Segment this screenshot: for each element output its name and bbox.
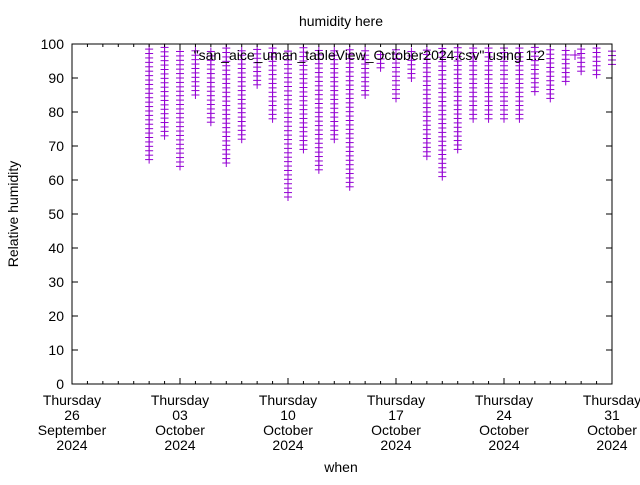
x-tick-label-line: 2024	[596, 437, 627, 453]
x-tick-label-line: 2024	[488, 437, 519, 453]
x-tick-label-line: 2024	[272, 437, 303, 453]
data-point	[345, 45, 354, 54]
x-tick-label-line: Thursday	[259, 392, 317, 408]
x-tick-label-line: 17	[388, 407, 404, 423]
y-axis-label: Relative humidity	[5, 161, 21, 268]
x-tick-label: Thursday 03 October 2024	[151, 392, 209, 453]
plot-border	[71, 43, 613, 385]
x-tick-label-line: Thursday	[583, 392, 640, 408]
x-axis-label: when	[323, 459, 357, 475]
x-tick-label: Thursday 24 October 2024	[475, 392, 533, 453]
data-point	[191, 46, 200, 55]
data-point	[422, 46, 431, 55]
y-tick-label: 50	[48, 206, 64, 222]
x-tick-label: Thursday 10 October 2024	[259, 392, 317, 453]
x-tick-label-line: 2024	[164, 437, 195, 453]
x-tick-label-line: Thursday	[43, 392, 101, 408]
y-tick-label: 80	[48, 104, 64, 120]
y-tick-label: 10	[48, 342, 64, 358]
x-tick-label-line: October	[155, 422, 205, 438]
data-point	[330, 46, 339, 55]
data-point	[376, 50, 385, 59]
x-tick-label-line: October	[479, 422, 529, 438]
y-tick-label: 60	[48, 172, 64, 188]
x-tick-label-line: 2024	[56, 437, 87, 453]
x-tick-label-line: 2024	[380, 437, 411, 453]
x-tick-label-line: 26	[64, 407, 80, 423]
y-tick-label: 20	[48, 308, 64, 324]
x-tick-label-line: October	[371, 422, 421, 438]
y-tick-label: 0	[56, 376, 64, 392]
data-point	[546, 45, 555, 54]
y-tick-label: 100	[41, 36, 65, 52]
x-tick-label-line: October	[263, 422, 313, 438]
y-tick-label: 90	[48, 70, 64, 86]
x-tick-label-line: Thursday	[151, 392, 209, 408]
x-tick-label-line: Thursday	[367, 392, 425, 408]
x-tick-label-line: September	[38, 422, 107, 438]
data-point	[561, 46, 570, 55]
y-tick-label: 40	[48, 240, 64, 256]
data-point	[237, 46, 246, 55]
x-tick-label-line: 24	[496, 407, 512, 423]
legend: "san_aice_uman_tableView_October2024.csv…	[194, 47, 580, 63]
x-tick-label-line: 31	[604, 407, 620, 423]
x-tick-label-line: 03	[172, 407, 188, 423]
x-tick-label-line: Thursday	[475, 392, 533, 408]
data-point	[314, 46, 323, 55]
data-points	[145, 43, 616, 201]
y-tick-label: 30	[48, 274, 64, 290]
legend-label: "san_aice_uman_tableView_October2024.csv…	[194, 47, 546, 63]
y-tick-label: 70	[48, 138, 64, 154]
data-point	[206, 47, 215, 56]
x-tick-label-line: October	[587, 422, 637, 438]
chart-title: humidity here	[299, 13, 383, 29]
x-tick-label: Thursday 26 September 2024	[38, 392, 107, 453]
data-point	[361, 46, 370, 55]
data-point	[407, 47, 416, 56]
x-tick-label: Thursday 17 October 2024	[367, 392, 425, 453]
x-tick-label: Thursday 31 October 2024	[583, 392, 640, 453]
x-tick-label-line: 10	[280, 407, 296, 423]
